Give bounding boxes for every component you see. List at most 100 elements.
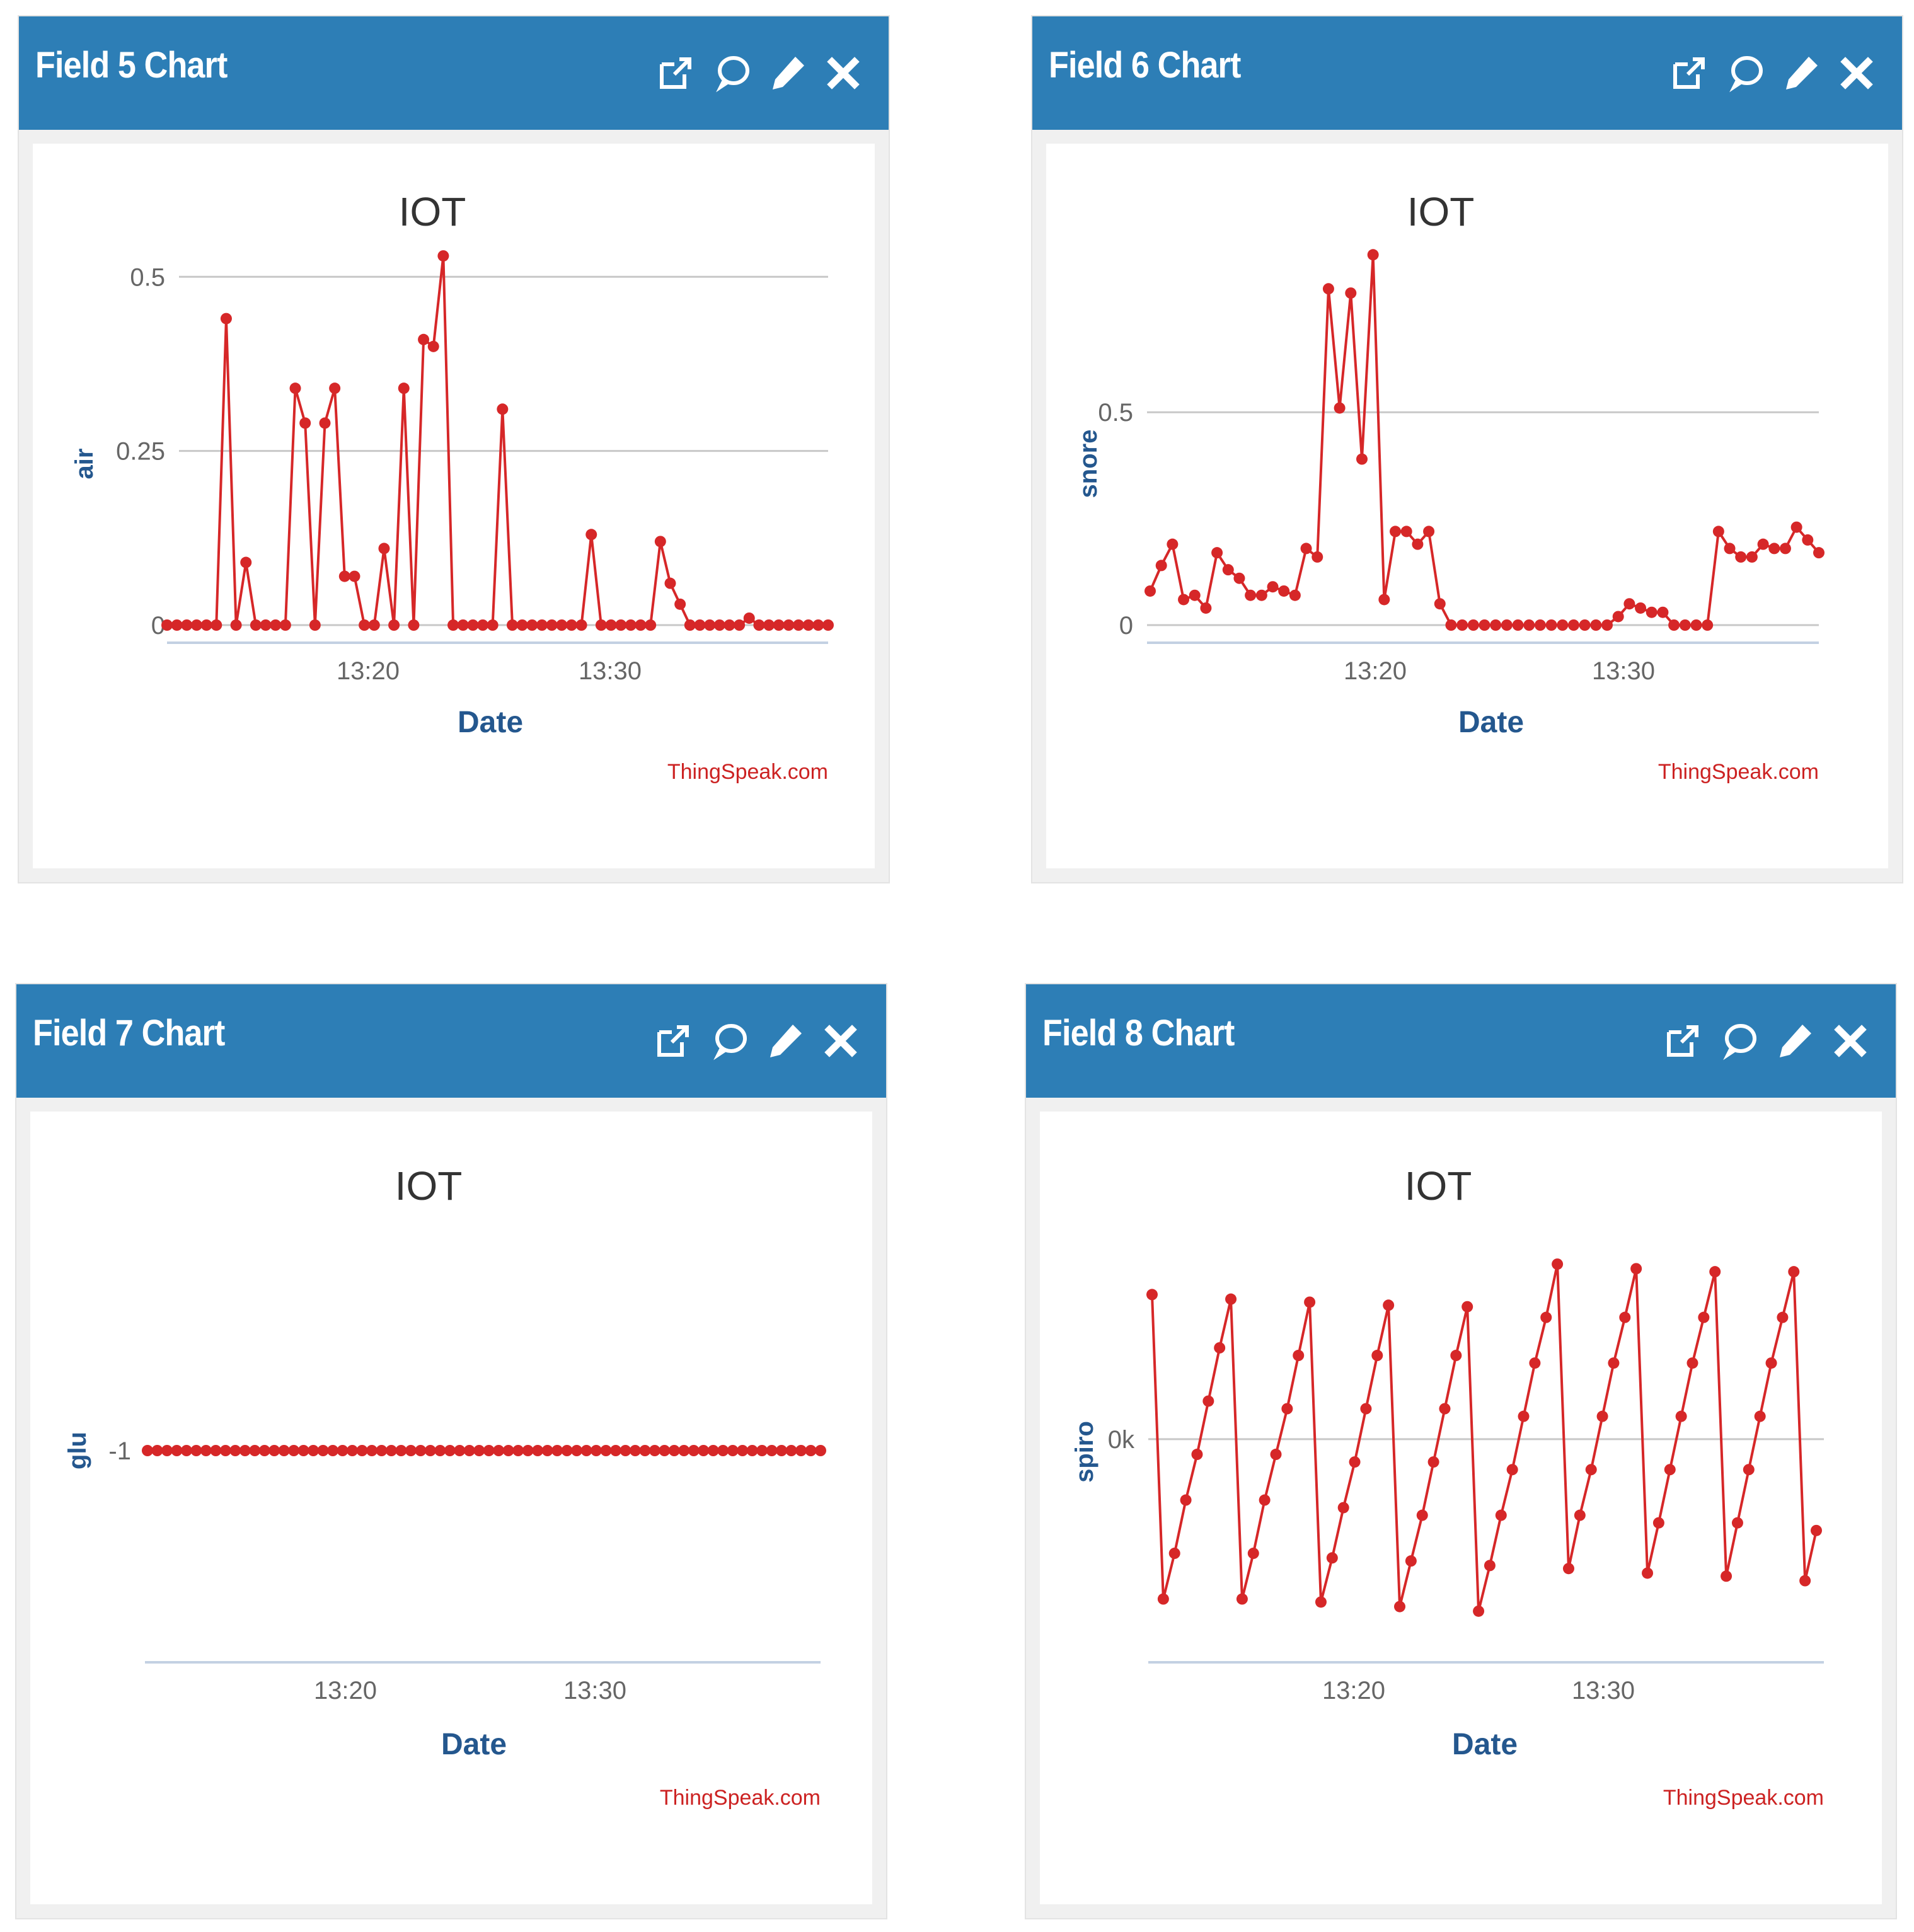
data-point[interactable] <box>561 1445 573 1456</box>
data-point[interactable] <box>1349 1456 1361 1468</box>
data-point[interactable] <box>338 570 350 582</box>
data-point[interactable] <box>1630 1263 1642 1275</box>
data-point[interactable] <box>620 1445 631 1456</box>
data-point[interactable] <box>1157 1593 1169 1605</box>
data-point[interactable] <box>1529 1357 1541 1369</box>
thingspeak-credit-link[interactable]: ThingSpeak.com <box>1663 1786 1824 1810</box>
data-point[interactable] <box>1709 1266 1721 1278</box>
data-point[interactable] <box>1326 1552 1338 1564</box>
data-point[interactable] <box>1456 619 1468 631</box>
data-point[interactable] <box>654 536 666 548</box>
data-point[interactable] <box>249 1445 261 1456</box>
data-point[interactable] <box>532 1445 544 1456</box>
data-point[interactable] <box>694 619 706 631</box>
data-point[interactable] <box>815 1445 826 1456</box>
data-point[interactable] <box>1383 1299 1395 1311</box>
data-point[interactable] <box>1562 1563 1574 1575</box>
data-point[interactable] <box>239 1445 251 1456</box>
comment-icon[interactable] <box>712 53 752 93</box>
data-point[interactable] <box>260 619 272 631</box>
data-point[interactable] <box>454 1445 466 1456</box>
pencil-icon[interactable] <box>765 1021 805 1061</box>
data-point[interactable] <box>668 1445 680 1456</box>
close-icon[interactable] <box>1830 1021 1871 1061</box>
data-point[interactable] <box>1608 1357 1620 1369</box>
data-point[interactable] <box>1267 581 1279 593</box>
data-point[interactable] <box>1623 598 1635 610</box>
data-point[interactable] <box>1360 1403 1372 1415</box>
data-point[interactable] <box>1450 1350 1462 1362</box>
data-point[interactable] <box>776 1445 788 1456</box>
data-point[interactable] <box>1400 526 1412 538</box>
data-point[interactable] <box>258 1445 270 1456</box>
data-point[interactable] <box>664 577 676 589</box>
data-point[interactable] <box>473 1445 485 1456</box>
data-point[interactable] <box>575 619 587 631</box>
data-point[interactable] <box>1394 1601 1406 1613</box>
data-point[interactable] <box>1247 1548 1259 1560</box>
data-point[interactable] <box>337 1445 349 1456</box>
data-point[interactable] <box>1467 619 1479 631</box>
data-point[interactable] <box>707 1445 719 1456</box>
data-point[interactable] <box>1735 551 1747 563</box>
data-point[interactable] <box>1635 602 1647 614</box>
external-link-icon[interactable] <box>1663 1021 1703 1061</box>
data-point[interactable] <box>180 1445 192 1456</box>
data-point[interactable] <box>1245 589 1257 601</box>
data-point[interactable] <box>1788 1266 1800 1278</box>
data-point[interactable] <box>605 619 617 631</box>
data-point[interactable] <box>625 619 637 631</box>
data-point[interactable] <box>190 619 202 631</box>
data-point[interactable] <box>434 1445 446 1456</box>
data-point[interactable] <box>1144 585 1156 597</box>
data-point[interactable] <box>230 619 242 631</box>
data-point[interactable] <box>405 1445 417 1456</box>
data-point[interactable] <box>615 619 627 631</box>
data-point[interactable] <box>734 619 746 631</box>
data-point[interactable] <box>219 1445 231 1456</box>
data-point[interactable] <box>1790 521 1802 533</box>
data-point[interactable] <box>463 1445 475 1456</box>
data-point[interactable] <box>688 1445 700 1456</box>
data-point[interactable] <box>297 1445 309 1456</box>
data-point[interactable] <box>1646 606 1657 618</box>
data-point[interactable] <box>161 619 173 631</box>
data-point[interactable] <box>1178 594 1190 606</box>
data-point[interactable] <box>171 619 183 631</box>
data-point[interactable] <box>1168 1548 1180 1560</box>
data-point[interactable] <box>546 619 558 631</box>
data-point[interactable] <box>746 1445 758 1456</box>
data-point[interactable] <box>1664 1464 1676 1476</box>
close-icon[interactable] <box>823 53 863 93</box>
data-point[interactable] <box>649 1445 660 1456</box>
data-point[interactable] <box>585 529 597 541</box>
data-point[interactable] <box>805 1445 817 1456</box>
data-point[interactable] <box>783 619 795 631</box>
data-point[interactable] <box>639 1445 651 1456</box>
data-point[interactable] <box>1315 1596 1327 1608</box>
data-point[interactable] <box>737 1445 749 1456</box>
data-point[interactable] <box>1813 547 1825 559</box>
data-point[interactable] <box>1281 1403 1293 1415</box>
data-point[interactable] <box>477 619 489 631</box>
data-point[interactable] <box>551 1445 563 1456</box>
data-point[interactable] <box>753 619 765 631</box>
data-point[interactable] <box>600 1445 612 1456</box>
data-point[interactable] <box>497 403 509 415</box>
data-point[interactable] <box>1590 619 1602 631</box>
data-point[interactable] <box>1690 619 1702 631</box>
data-point[interactable] <box>1427 1456 1439 1468</box>
data-point[interactable] <box>1200 602 1212 614</box>
data-point[interactable] <box>1668 619 1680 631</box>
comment-icon[interactable] <box>1719 1021 1760 1061</box>
data-point[interactable] <box>1423 526 1435 538</box>
data-point[interactable] <box>526 619 538 631</box>
data-point[interactable] <box>795 1445 807 1456</box>
data-point[interactable] <box>756 1445 768 1456</box>
comment-icon[interactable] <box>1726 53 1766 93</box>
data-point[interactable] <box>1304 1296 1316 1308</box>
comment-icon[interactable] <box>710 1021 750 1061</box>
data-point[interactable] <box>1779 543 1791 555</box>
data-point[interactable] <box>240 556 252 568</box>
data-point[interactable] <box>635 619 647 631</box>
